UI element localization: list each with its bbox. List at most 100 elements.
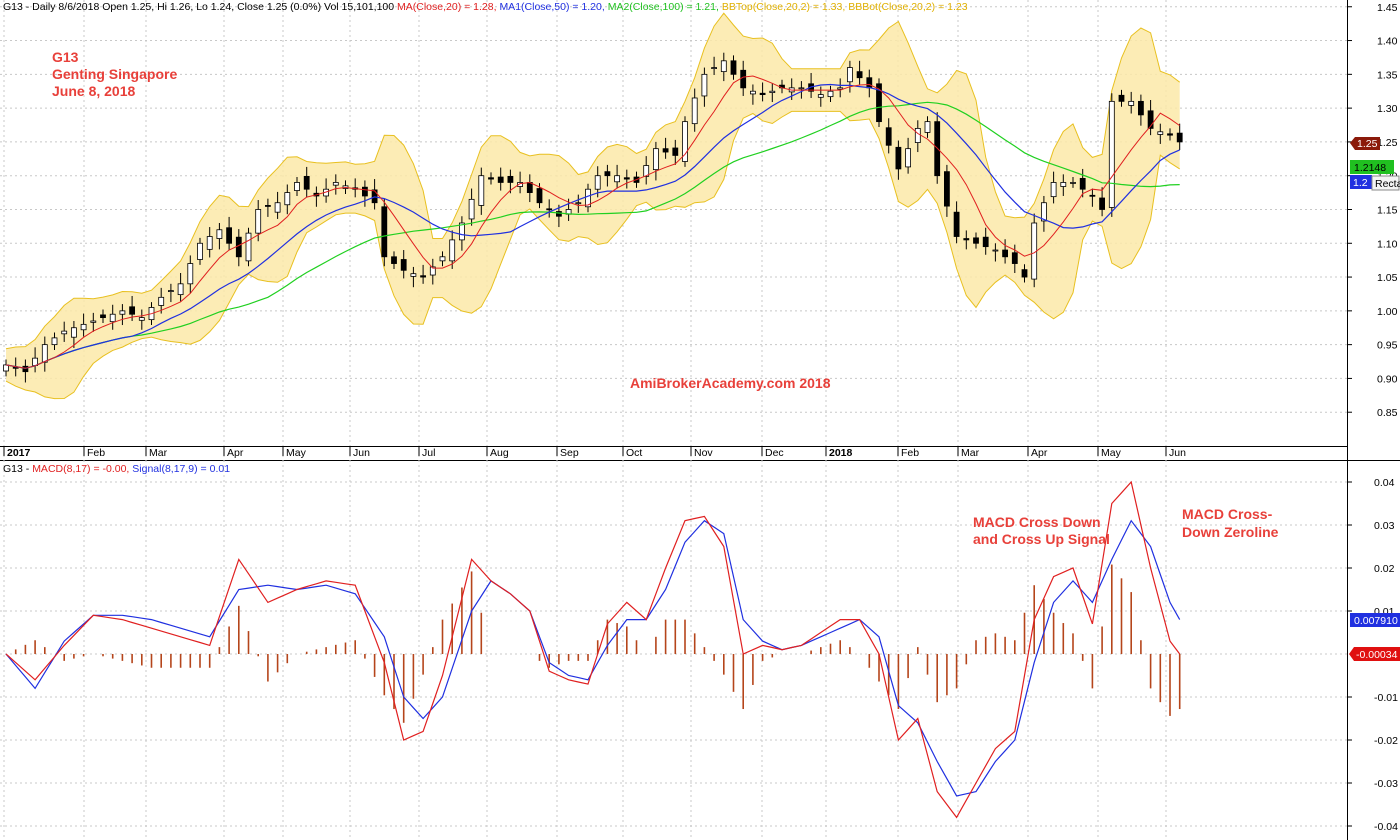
macd-header-prefix: G13 - <box>3 463 32 475</box>
annotation-1-line-2: and Cross Up Signal <box>973 531 1110 547</box>
price-header-bbtop: BBTop(Close,20,2) = 1.33, <box>722 1 848 13</box>
candle-body <box>1011 252 1018 264</box>
close-price-tag-text: 1.25 <box>1357 138 1378 150</box>
candle-body <box>856 71 863 79</box>
annotation-1-line-1: MACD Cross Down <box>973 514 1101 530</box>
chart-title-line-2: Genting Singapore <box>52 66 177 82</box>
candles <box>3 52 1183 383</box>
price-y-tick-label: 1.10 <box>1377 238 1398 250</box>
candle-body <box>1157 131 1164 135</box>
candle-body <box>439 256 446 262</box>
month-label: Mar <box>961 447 980 459</box>
candle-body <box>1089 194 1096 197</box>
candle-body <box>798 87 805 90</box>
candle-body <box>80 323 87 331</box>
month-label: Feb <box>87 447 105 459</box>
candle-body <box>895 146 902 170</box>
price-y-tick-label: 0.85 <box>1377 407 1398 419</box>
ma100-line <box>5 101 1180 369</box>
month-label: Aug <box>490 447 509 459</box>
candle-body <box>235 236 242 258</box>
candle-body <box>216 229 223 239</box>
candle-body <box>420 275 427 278</box>
macd-y-tick-label: -0.02 <box>1374 735 1398 747</box>
candle-body <box>109 313 116 323</box>
candle-body <box>138 317 145 321</box>
price-header-bbbot: BBBot(Close,20,2) = 1.23 <box>848 1 968 13</box>
candle-body <box>1002 249 1008 258</box>
candle-body <box>653 148 659 171</box>
chart-title-line-1: G13 <box>52 49 79 65</box>
candle-body <box>119 310 126 315</box>
candle-body <box>973 237 979 244</box>
close-price-tag: 1.25 <box>1350 137 1380 150</box>
candle-body <box>769 90 776 93</box>
month-label: Feb <box>901 447 919 459</box>
price-header-ma50: MA1(Close,50) = 1.20, <box>499 1 607 13</box>
month-label: Jun <box>353 447 370 459</box>
month-label: Oct <box>626 447 642 459</box>
candle-body <box>1041 202 1047 222</box>
macd-y-tick-label: 0.03 <box>1374 520 1395 532</box>
candle-body <box>759 92 766 96</box>
candle-body <box>711 67 717 69</box>
candle-body <box>1060 182 1067 187</box>
macd-header-signal: Signal(8,17,9) = 0.01 <box>132 463 230 475</box>
candle-body <box>876 83 882 123</box>
signal-tag: 0.007910 <box>1350 613 1400 627</box>
candle-body <box>847 67 853 83</box>
candle-body <box>410 273 417 277</box>
candle-body <box>905 148 911 168</box>
candle-body <box>226 227 233 244</box>
candle-body <box>197 242 203 260</box>
candle-body <box>429 266 436 276</box>
candle-body <box>526 182 533 193</box>
candle-body <box>672 147 679 156</box>
candle-body <box>187 263 194 285</box>
ma50-tag-text: 1.2 <box>1353 177 1368 189</box>
month-label: Apr <box>227 447 244 459</box>
month-label: Mar <box>149 447 168 459</box>
price-y-tick-label: 1.25 <box>1377 137 1398 149</box>
candle-body <box>585 188 591 208</box>
moving-averages <box>5 75 1180 369</box>
candle-body <box>885 127 892 146</box>
candle-body <box>827 90 834 98</box>
month-label: May <box>1101 447 1122 459</box>
candle-body <box>361 186 368 197</box>
month-label: Sep <box>560 447 579 459</box>
macd-y-tick-label: -0.04 <box>1374 821 1398 833</box>
candle-body <box>284 192 291 206</box>
candle-body <box>691 97 698 125</box>
price-y-tick-label: 1.00 <box>1377 306 1398 318</box>
month-label: Jul <box>422 447 435 459</box>
candle-body <box>449 239 456 262</box>
candle-body <box>944 171 950 207</box>
tooltip: Recta <box>1371 175 1400 191</box>
ma50-tag: 1.2 <box>1350 175 1372 189</box>
macd-y-tick-label: -0.01 <box>1374 692 1398 704</box>
candle-body <box>1167 133 1173 136</box>
price-y-tick-label: 1.15 <box>1377 204 1398 216</box>
candle-body <box>264 205 271 207</box>
candle-body <box>701 73 708 97</box>
candle-body <box>992 249 999 252</box>
macd-indicator <box>5 480 1181 819</box>
candle-body <box>623 177 630 180</box>
month-label: 2017 <box>7 447 31 459</box>
macd-header-macd: MACD(8,17) = -0.00, <box>32 463 132 475</box>
macd-line <box>5 480 1181 819</box>
candle-body <box>682 121 688 162</box>
candle-body <box>914 127 921 143</box>
signal-line <box>5 519 1181 797</box>
candle-body <box>750 90 756 95</box>
candle-body <box>866 77 873 89</box>
month-label: May <box>286 447 307 459</box>
price-header-ma100: MA2(Close,100) = 1.21, <box>608 1 722 13</box>
ma50-line <box>5 83 1180 369</box>
month-label: Dec <box>765 447 784 459</box>
candle-body <box>730 60 737 75</box>
candle-body <box>662 148 669 153</box>
price-y-tick-label: 1.05 <box>1377 272 1398 284</box>
bollinger-bottom-line <box>5 110 1180 400</box>
